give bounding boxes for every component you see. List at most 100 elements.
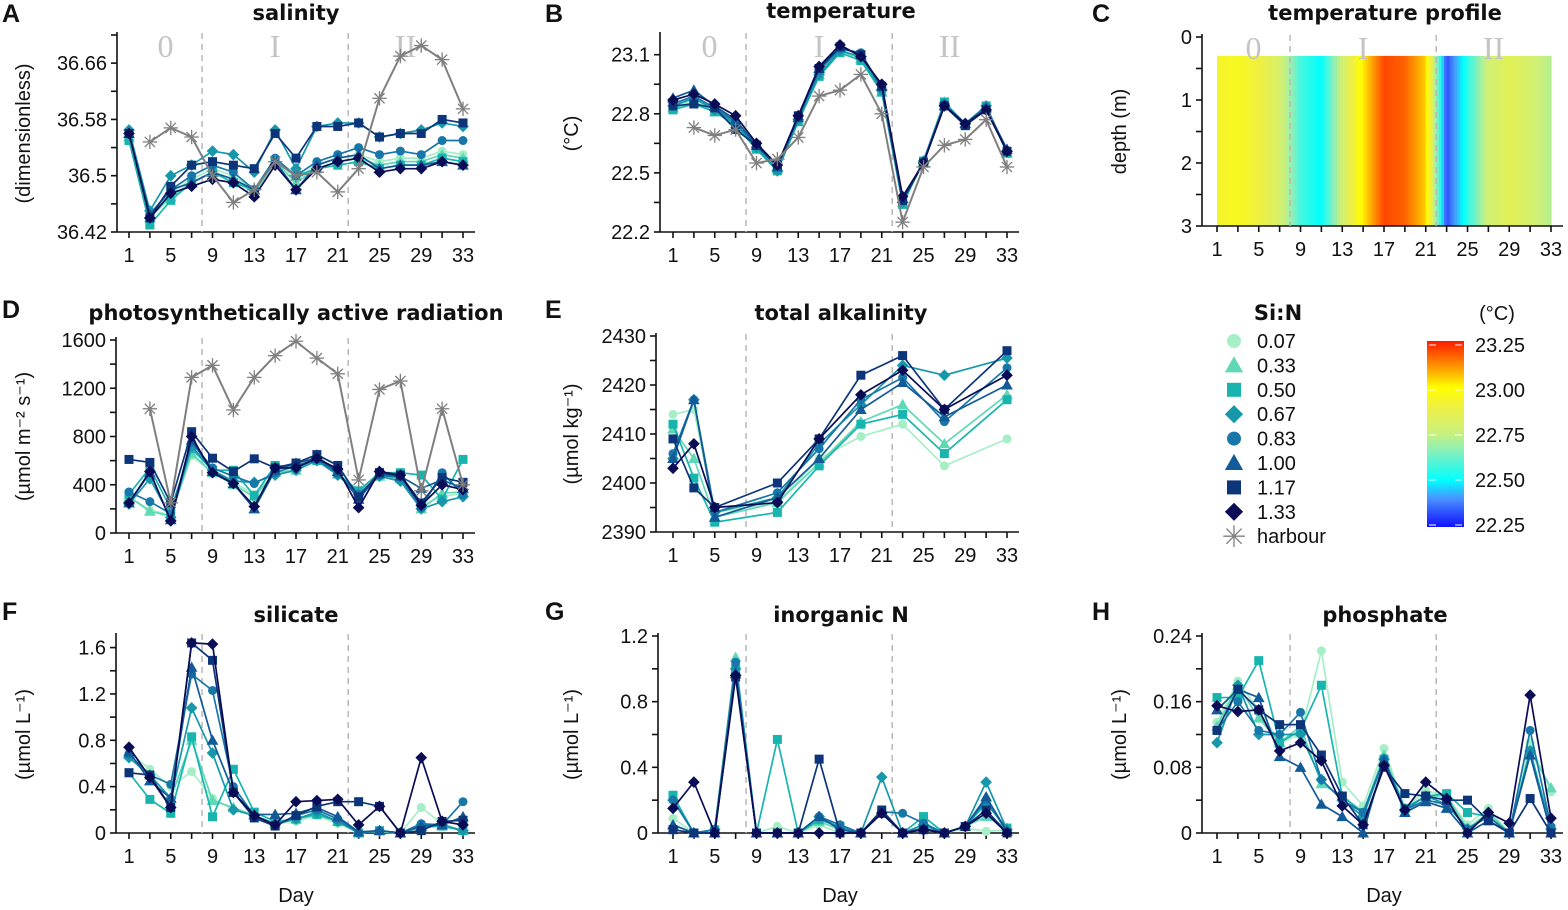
x-tick-label: 5 [1253,846,1264,868]
diamond-marker [415,162,428,175]
diamond-marker [688,437,700,450]
heatmap-cell [1441,55,1445,227]
series-line [672,394,1008,519]
legend-label: harbour [1257,526,1326,548]
x-tick-label: 29 [410,546,432,568]
heatmap-cell [1240,55,1244,227]
square-marker [354,492,364,502]
square-marker [1463,795,1472,805]
diamond-marker [394,469,407,481]
heatmap-cell [1490,55,1495,227]
diamond-marker [688,776,700,788]
triangle-marker [896,398,909,410]
heatmap-cell [1318,55,1322,227]
x-tick-label: 17 [829,846,851,868]
diamond-marker [980,104,992,116]
heatmap-cell [1357,55,1362,227]
x-tick-label: 17 [1373,846,1395,868]
series-1.33 [667,39,1013,203]
square-marker [249,164,259,174]
square-marker [1316,680,1326,690]
heatmap-cell [1454,55,1458,227]
y-axis-label: (°C) [561,116,583,152]
series-harbour [142,38,471,210]
heatmap-cell [1480,55,1484,227]
diamond-marker [708,98,721,110]
legend-item: 0.50 [1227,380,1296,402]
square-marker [689,473,699,483]
square-marker [1463,807,1472,817]
y-tick-label: 1 [1181,90,1192,112]
diamond-marker [373,800,386,813]
panel-letter: F [2,598,17,626]
diamond-marker [227,176,240,189]
asterisk-stroke [206,359,219,371]
square-marker [856,370,866,380]
asterisk-stroke [457,479,469,491]
asterisk-marker [999,159,1015,175]
circle-marker [416,803,426,813]
heatmap-cell [1232,55,1236,227]
heatmap-cell [1235,55,1239,227]
diamond-marker [729,109,742,122]
asterisk-stroke [876,108,888,120]
triangle-marker [708,511,721,522]
x-tick-label: 9 [207,245,218,267]
x-tick-label: 9 [1295,239,1306,261]
asterisk-marker [184,129,199,145]
x-axis-label: Day [278,885,314,907]
asterisk-stroke [771,153,783,165]
asterisk-marker [226,195,241,210]
y-tick-label: 36.58 [57,109,107,131]
circle-marker [145,497,155,507]
asterisk-marker [393,48,408,64]
diamond-marker [185,430,198,443]
x-tick-label: 25 [912,245,934,267]
diamond-marker [750,137,763,150]
circle-marker [1254,725,1264,735]
asterisk-stroke [980,114,992,126]
heatmap-cell [1391,55,1396,227]
series-line [672,668,1008,835]
y-tick-label: 1.2 [620,626,648,648]
circle-marker [1358,807,1368,817]
diamond-marker [959,820,972,833]
asterisk-marker [163,120,178,136]
diamond-marker [269,819,281,831]
y-tick-label: 2410 [602,424,647,446]
y-tick-label: 1600 [62,330,107,352]
heatmap-cell [1227,55,1231,227]
chart-title: salinity [253,1,340,25]
heatmap-cell [1326,55,1330,227]
diamond-marker [855,50,867,63]
heatmap-cell [1316,55,1320,227]
triangle-marker [688,452,700,463]
x-tick-label: 1 [1211,239,1222,261]
circle-marker [416,150,426,160]
diamond-marker [144,465,156,478]
heatmap-cell [1477,55,1482,227]
heatmap-cell [1428,55,1432,227]
y-tick-label: 2430 [602,326,647,348]
series-line [672,49,1008,206]
diamond-marker [771,827,784,839]
heatmap-cell [1501,55,1505,227]
legend: Si:N 0.070.33 0.500.67 0.831.001.17 1.33harb… [1223,301,1326,548]
heatmap-cell [1284,55,1289,227]
diamond-marker [123,127,135,140]
heatmap-cell [1394,55,1398,227]
asterisk-marker [937,138,952,153]
triangle-marker [1224,356,1244,373]
diamond-marker [248,500,261,513]
phase-label: I [1358,30,1369,66]
series-0.50 [668,395,1012,527]
heatmap-cell [1470,55,1474,227]
series-1.33 [1211,689,1557,839]
series-0.67 [667,662,1013,839]
square-marker [333,121,343,131]
asterisk-stroke [248,371,260,383]
heatmap-cell [1352,55,1356,227]
